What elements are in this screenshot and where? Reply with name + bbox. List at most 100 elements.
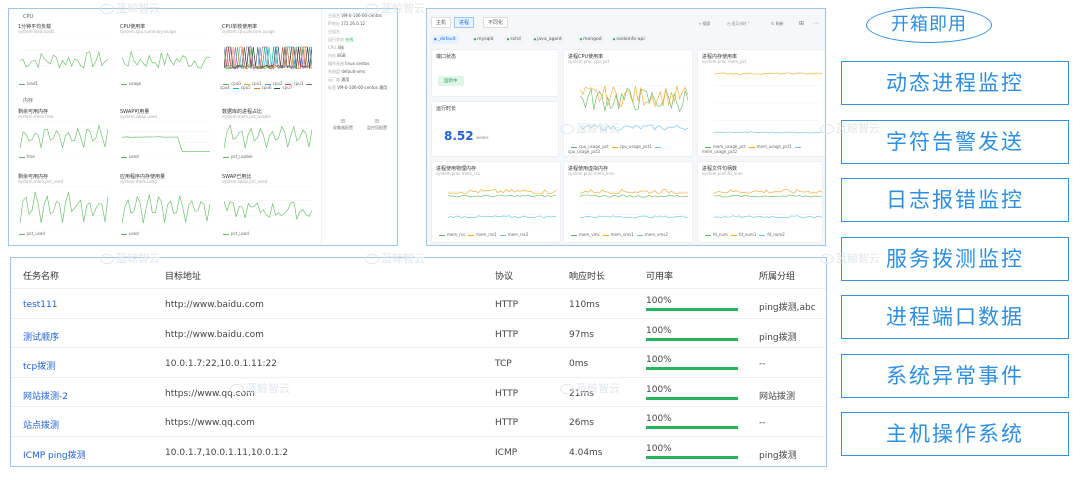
host-metric-chart: SWAP可用量 system.swap.used used xyxy=(115,104,213,164)
process-chip[interactable]: ● _default xyxy=(431,35,459,44)
legend-item[interactable]: cpu1 xyxy=(241,81,262,86)
legend-item[interactable]: mem_rss xyxy=(436,232,465,237)
table-row[interactable]: 测试顺序 http://www.baidu.com HTTP 97ms 100% ping… xyxy=(11,317,826,348)
host-metric-chart: 剩余可用内存 system.mem.free free xyxy=(13,104,111,164)
legend-item[interactable]: mem_vms xyxy=(568,232,600,237)
chart-title: 进程文件句柄数 xyxy=(702,166,738,172)
task-name-link[interactable]: test111 xyxy=(23,300,58,310)
chart-subtitle: system.proc.mem_vms xyxy=(568,171,615,176)
feature-item[interactable]: 字符告警发送 xyxy=(841,119,1069,164)
cell-target: 10.0.1.7,10.0.1.11,10.0.1.2 xyxy=(165,447,289,458)
chart-plot xyxy=(122,186,210,230)
section-cpu: CPU xyxy=(23,14,34,20)
chart-title: CPU使用率 xyxy=(120,24,146,30)
chart-title: 应用程序内存使用量 xyxy=(120,174,166,180)
legend-item[interactable]: mem_vms2 xyxy=(634,232,668,237)
feature-item[interactable]: 动态进程监控 xyxy=(841,61,1069,105)
legend-item[interactable]: mem_usage_pct1 xyxy=(746,144,792,149)
host-info-label: 分组名 xyxy=(328,29,340,34)
chart-series-line xyxy=(20,192,108,224)
host-info-row: 内存 8GB xyxy=(328,53,396,59)
host-info-row: CPU 4核 xyxy=(328,45,396,51)
legend-item[interactable]: fd_num xyxy=(702,232,728,237)
task-name-link[interactable]: ICMP ping拨测 xyxy=(23,450,86,461)
legend-item[interactable]: free xyxy=(16,154,35,159)
dial-test-table: 任务名称 目标地址 协议 响应时长 可用率 所属分组 test111 http://www.… xyxy=(10,257,827,467)
refresh-button[interactable]: ↻ 刷新 xyxy=(771,21,784,26)
chart-plot xyxy=(122,121,210,153)
process-metric-chart: 进程文件句柄数 system.proc.fd_num fd_num fd_num1 fd… xyxy=(697,161,823,243)
legend-item[interactable]: fd_num2 xyxy=(756,232,785,237)
legend-item[interactable]: pct_usable xyxy=(220,154,253,159)
feature-item[interactable]: 系统异常事件 xyxy=(841,353,1069,398)
cell-protocol: HTTP xyxy=(495,388,519,399)
legend-item[interactable]: used xyxy=(118,154,139,159)
legend-item[interactable]: cpu6 xyxy=(251,85,271,90)
time-range-select[interactable]: ◷ 近1小时 ˅ xyxy=(727,21,750,26)
legend-item[interactable]: used xyxy=(118,231,139,236)
monitor-config-button[interactable]: ≡ 监控项配置 xyxy=(367,117,387,130)
search-button[interactable]: ⌕ 搜索 xyxy=(699,21,711,26)
legend-item[interactable]: usage xyxy=(118,81,141,86)
column-header[interactable]: 协议 xyxy=(495,272,514,282)
task-name-link[interactable]: 网站拨测-2 xyxy=(23,391,68,402)
feature-item[interactable]: 主机操作系统 xyxy=(841,412,1069,456)
column-header[interactable]: 可用率 xyxy=(646,272,674,282)
chart-plot xyxy=(448,180,556,226)
chart-subtitle: system.load.load1 xyxy=(18,29,55,34)
table-row[interactable]: 网站拨测-2 https://www.qq.com HTTP 21ms 100% 网站拨测 xyxy=(11,376,826,407)
table-row[interactable]: test111 http://www.baidu.com HTTP 110ms 100%… xyxy=(11,288,826,318)
table-row[interactable]: 站点拨测 https://www.qq.com HTTP 26ms 100% -- xyxy=(11,406,826,436)
host-info-label: 标签 xyxy=(328,85,336,90)
legend-item[interactable]: cpu0 xyxy=(220,81,241,86)
host-info-label: 内存 xyxy=(328,53,336,58)
legend-item[interactable]: cpu4 xyxy=(220,81,314,90)
legend-item[interactable]: cpu_usage_pct xyxy=(568,144,609,149)
chart-series-line xyxy=(580,124,688,131)
legend-item[interactable]: mem_rss1 xyxy=(465,232,497,237)
task-name-link[interactable]: tcp拨测 xyxy=(23,362,56,372)
tab-host[interactable]: 主机 xyxy=(431,17,452,28)
collector-config-button[interactable]: ≡ 采集器配置 xyxy=(333,117,353,130)
table-row[interactable]: ICMP ping拨测 10.0.1.7,10.0.1.11,10.0.1.2 IC… xyxy=(11,435,826,466)
legend-item[interactable]: mem_usage_pct2 xyxy=(702,144,803,154)
column-header[interactable]: 所属分组 xyxy=(759,272,796,282)
process-chip[interactable]: ● nodeinfo-api xyxy=(609,35,648,44)
feature-item[interactable]: 进程端口数据 xyxy=(841,295,1069,339)
legend-item[interactable]: cpu2 xyxy=(262,81,282,86)
column-header[interactable]: 响应时长 xyxy=(569,272,606,282)
feature-item[interactable]: 日志报错监控 xyxy=(841,178,1069,222)
feature-item[interactable]: 服务拨测监控 xyxy=(841,236,1069,281)
more-icon[interactable]: ⋯ xyxy=(813,20,819,27)
legend-item[interactable]: fd_num1 xyxy=(728,232,756,237)
tab-process[interactable]: 进程 xyxy=(454,17,475,28)
chart-legend: cpu_usage_pct cpu_usage_pct1cpu_usage_pct… xyxy=(568,144,692,154)
legend-item[interactable]: mem_rss2 xyxy=(497,232,528,237)
legend-item[interactable]: cpu3 xyxy=(282,81,303,86)
settings-icon[interactable]: ⊞ xyxy=(799,20,805,27)
legend-item[interactable]: cpu_usage_pct1 xyxy=(609,144,652,149)
table-row[interactable]: tcp拨测 10.0.1.7:22,10.0.1.11:22 TCP 0ms 100% -… xyxy=(11,347,826,377)
legend-item[interactable]: pct_used xyxy=(16,231,45,236)
process-chip[interactable]: ● java_agent xyxy=(530,35,565,44)
chart-plot xyxy=(122,36,210,80)
task-name-link[interactable]: 测试顺序 xyxy=(23,332,60,343)
task-name-link[interactable]: 站点拨测 xyxy=(23,421,60,431)
process-chip[interactable]: ● mongod xyxy=(576,35,605,44)
legend-item[interactable]: cpu5 xyxy=(230,85,251,90)
cell-response: 0ms xyxy=(569,359,589,369)
legend-item[interactable]: load1 xyxy=(16,81,38,86)
legend-item[interactable]: mem_usage_pct xyxy=(702,144,746,149)
column-header[interactable]: 任务名称 xyxy=(23,272,60,282)
process-chip[interactable]: ● sshd xyxy=(503,35,524,44)
legend-item[interactable]: mem_vms1 xyxy=(600,232,634,237)
legend-item[interactable]: pct_used xyxy=(220,231,249,236)
process-chip[interactable]: ● mysqld xyxy=(470,35,497,44)
chart-subtitle: system.mem.pct_usable xyxy=(222,114,271,119)
column-header[interactable]: 目标地址 xyxy=(165,272,202,282)
legend-item[interactable]: cpu_usage_pct2 xyxy=(568,144,663,154)
host-info-row: 标签 VM-0-106-00-centos 通用 xyxy=(328,85,396,91)
legend-item[interactable]: cpu7 xyxy=(271,85,292,90)
chart-series-line xyxy=(448,188,556,194)
tab-diff[interactable]: 不同化 xyxy=(483,17,509,28)
